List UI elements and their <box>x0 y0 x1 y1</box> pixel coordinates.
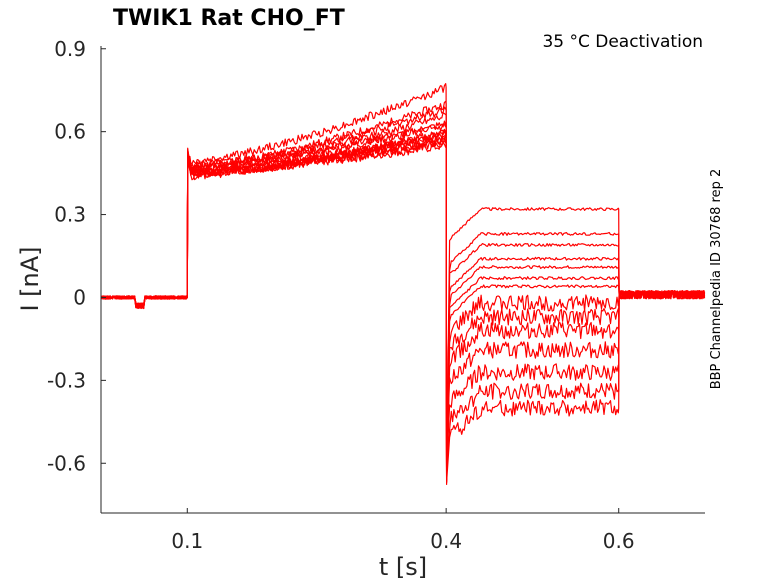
current-trace <box>100 83 706 481</box>
channelpedia-id-label: BBP Channelpedia ID 30768 rep 2 <box>709 169 724 390</box>
y-tick-label: 0.6 <box>54 120 86 144</box>
current-trace <box>100 106 706 483</box>
traces-group <box>100 83 706 485</box>
x-axis-ticks: 0.1 0.4 0.6 <box>171 508 635 553</box>
current-trace <box>100 130 706 469</box>
current-trace <box>100 128 706 477</box>
current-trace <box>100 137 705 465</box>
y-axis-ticks: 0.9 0.6 0.3 0 -0.3 -0.6 <box>47 37 106 475</box>
y-tick-label: 0.9 <box>54 37 86 61</box>
y-tick-label: 0 <box>73 285 86 309</box>
x-tick-label: 0.4 <box>430 529 462 553</box>
condition-label: 35 °C Deactivation <box>542 32 703 52</box>
x-tick-label: 0.6 <box>603 529 635 553</box>
y-tick-label: 0.3 <box>54 203 86 227</box>
y-tick-label: -0.6 <box>47 451 86 475</box>
chart-title: TWIK1 Rat CHO_FT <box>113 6 345 31</box>
x-tick-label: 0.1 <box>171 529 203 553</box>
y-tick-label: -0.3 <box>47 368 86 392</box>
y-axis-label: I [nA] <box>16 246 44 311</box>
x-axis-label: t [s] <box>379 553 427 581</box>
